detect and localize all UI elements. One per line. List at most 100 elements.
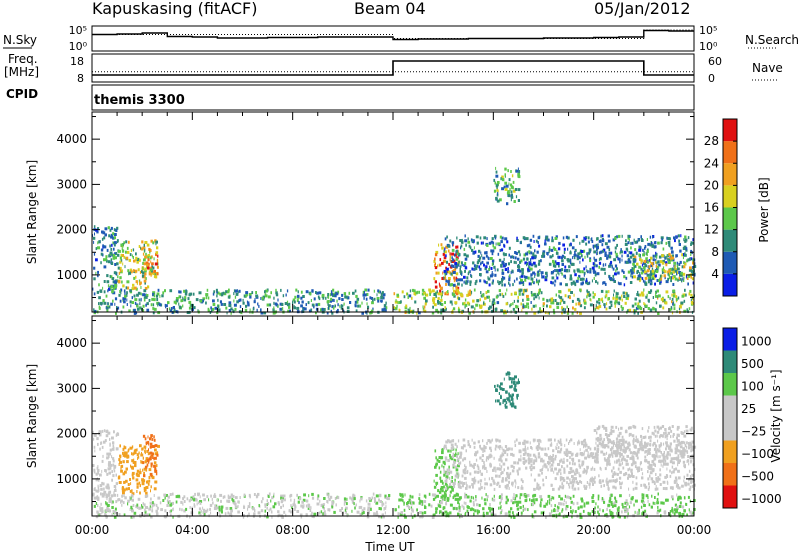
heatmap-cell [257, 511, 261, 515]
heatmap-cell [576, 452, 579, 456]
heatmap-cell [553, 311, 556, 315]
heatmap-cell [554, 237, 558, 240]
heatmap-cell [457, 308, 460, 312]
heatmap-cell [638, 306, 642, 310]
heatmap-cell [601, 234, 604, 238]
heatmap-cell [516, 299, 519, 303]
heatmap-cell [143, 279, 147, 283]
heatmap-cell [455, 292, 459, 296]
heatmap-cell [275, 291, 278, 295]
heatmap-cell [454, 301, 458, 305]
heatmap-cell [98, 283, 100, 287]
heatmap-cell [594, 244, 596, 248]
heatmap-cell [182, 296, 184, 300]
heatmap-cell [599, 257, 602, 260]
heatmap-cell [300, 296, 303, 300]
heatmap-cell [618, 509, 620, 513]
heatmap-cell [547, 238, 550, 242]
heatmap-cell [98, 488, 100, 492]
heatmap-cell [676, 505, 679, 509]
heatmap-cell [530, 459, 533, 463]
heatmap-cell [656, 279, 659, 282]
heatmap-cell [618, 282, 622, 286]
heatmap-cell [292, 298, 296, 302]
heatmap-cell [592, 494, 595, 497]
heatmap-cell [521, 272, 523, 276]
heatmap-cell [260, 297, 262, 300]
heatmap-cell [675, 444, 678, 448]
heatmap-cell [669, 308, 672, 312]
heatmap-cell [672, 434, 674, 438]
heatmap-cell [159, 303, 162, 307]
heatmap-cell [141, 240, 144, 244]
heatmap-cell [499, 235, 502, 239]
heatmap-cell [536, 250, 539, 254]
heatmap-cell [641, 263, 644, 267]
heatmap-cell [489, 503, 491, 506]
heatmap-cell [529, 245, 532, 249]
heatmap-cell [481, 454, 484, 458]
heatmap-cell [510, 255, 513, 259]
heatmap-cell [459, 451, 463, 455]
heatmap-cell [548, 501, 551, 505]
heatmap-cell [685, 502, 687, 506]
heatmap-cell [127, 269, 130, 273]
heatmap-cell [683, 464, 686, 468]
heatmap-cell [475, 280, 477, 284]
heatmap-cell [273, 494, 275, 498]
heatmap-cell [303, 307, 307, 311]
heatmap-cell [105, 430, 109, 434]
heatmap-cell [646, 443, 649, 447]
heatmap-cell [441, 449, 443, 453]
heatmap-cell [578, 472, 580, 476]
heatmap-cell [109, 466, 112, 470]
heatmap-cell [129, 489, 132, 493]
heatmap-cell [617, 440, 621, 444]
heatmap-cell [651, 494, 653, 498]
heatmap-cell [143, 471, 145, 475]
heatmap-cell [114, 511, 117, 515]
heatmap-cell [634, 248, 637, 252]
heatmap-cell [149, 248, 151, 252]
heatmap-cell [144, 286, 148, 290]
heatmap-cell [92, 464, 95, 467]
heatmap-cell [658, 263, 661, 267]
heatmap-cell [302, 295, 305, 298]
heatmap-cell [156, 294, 159, 298]
heatmap-cell [459, 239, 462, 242]
heatmap-cell [146, 449, 149, 453]
heatmap-cell [156, 301, 160, 305]
heatmap-cell [571, 262, 574, 266]
heatmap-cell [382, 296, 385, 300]
heatmap-cell [131, 489, 133, 493]
heatmap-cell [640, 461, 642, 465]
heatmap-cell [450, 449, 452, 453]
heatmap-cell [565, 438, 568, 442]
heatmap-cell [456, 252, 460, 256]
heatmap-cell [470, 275, 473, 278]
heatmap-cell [270, 499, 272, 503]
heatmap-cell [150, 515, 153, 519]
heatmap-cell [501, 277, 504, 281]
heatmap-cell [106, 274, 109, 278]
heatmap-cell [526, 263, 528, 267]
heatmap-cell [628, 432, 632, 436]
heatmap-cell [636, 293, 639, 296]
heatmap-cell [568, 485, 571, 489]
heatmap-cell [225, 306, 228, 310]
heatmap-cell [572, 306, 574, 310]
heatmap-cell [592, 483, 594, 486]
heatmap-cell [479, 469, 481, 473]
heatmap-cell [591, 279, 593, 283]
heatmap-cell [455, 285, 458, 289]
heatmap-cell [485, 254, 488, 258]
heatmap-cell [139, 258, 141, 262]
heatmap-cell [589, 303, 593, 307]
heatmap-cell [460, 246, 462, 250]
heatmap-cell [627, 512, 629, 516]
heatmap-cell [692, 258, 694, 262]
heatmap-cell [120, 466, 122, 470]
heatmap-cell [569, 481, 573, 485]
heatmap-cell [194, 492, 196, 496]
heatmap-cell [120, 464, 124, 468]
